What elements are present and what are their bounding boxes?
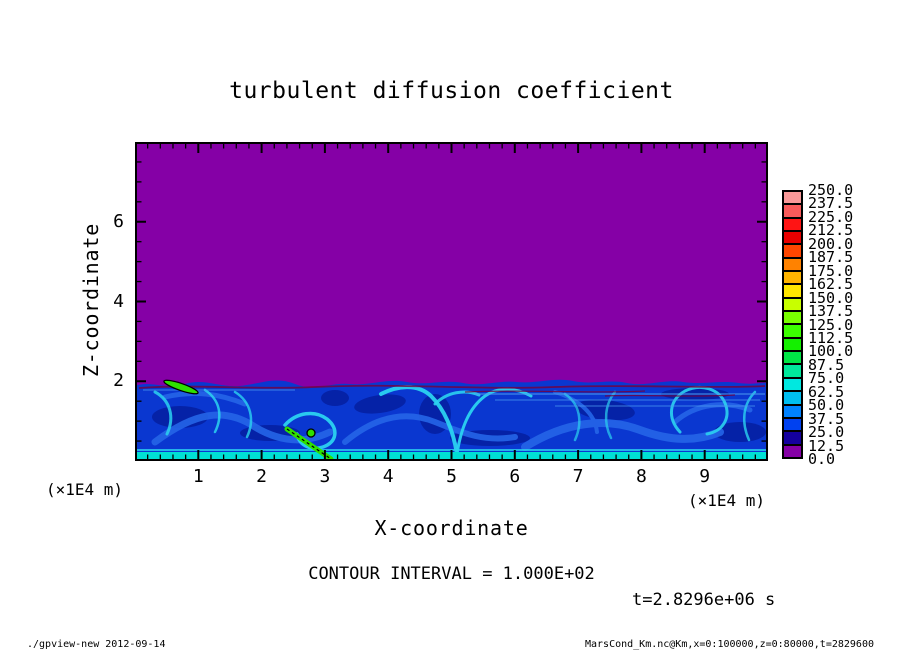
colorbar-cell [784,192,801,206]
colorbar-tick-label: 12.5 [808,436,845,455]
colorbar-cell [784,432,801,446]
colorbar-tick-label: 62.5 [808,382,845,401]
x-tick-label: 5 [446,466,457,487]
x-tick-label: 8 [635,466,647,487]
footer-dataset-text: MarsCond_Km.nc@Km,x=0:100000,z=0:80000,t… [585,639,874,650]
interface-striations [143,389,765,407]
high-value-green-spots [163,379,334,461]
chart-title: turbulent diffusion coefficient [229,78,674,104]
colorbar-cell [784,205,801,219]
colorbar-tick-label: 250.0 [808,181,854,199]
contour-interval-label: CONTOUR INTERVAL = 1.000E+02 [308,564,595,584]
colorbar [782,190,803,459]
x-tick-label: 4 [382,466,394,487]
colorbar-cell [784,338,801,353]
footer-command-text: ./gpview-new 2012-09-14 [27,639,166,650]
colorbar-tick-label: 100.0 [808,342,854,361]
x-tick-label: 7 [572,466,584,487]
colorbar-cell [784,378,801,393]
colorbar-cell [784,245,801,259]
x-tick-label: 2 [256,466,268,487]
colorbar-tick-label: 75.0 [808,369,845,388]
z-tick-label: 4 [113,290,124,312]
x-tick-label: 9 [699,466,711,487]
x-tick-label: 6 [509,466,521,487]
bright-plumes [153,385,757,456]
x-axis-label: X-coordinate [374,516,529,540]
contour-plot [135,142,768,461]
y-axis-units-label: (×1E4 m) [46,480,124,499]
x-tick-label: 3 [319,466,331,487]
colorbar-tick-label: 137.5 [808,302,854,321]
colorbar-cell [784,445,801,457]
x-tick-label: 1 [192,466,204,487]
colorbar-tick-label: 112.5 [808,328,854,347]
contour-line-100-wisps [138,384,766,397]
colorbar-tick-label: 0.0 [808,450,836,468]
colorbar-tick-label: 187.5 [808,248,854,267]
colorbar-tick-label: 37.5 [808,409,845,428]
colorbar-cell [784,392,801,406]
colorbar-cell [784,258,801,273]
colorbar-cell [784,298,801,313]
colorbar-tick-label: 150.0 [808,288,854,307]
colorbar-cell [784,285,801,299]
z-tick-label: 2 [113,370,124,392]
colorbar-cell [784,352,801,366]
plot-border [135,142,768,461]
colorbar-tick-label: 200.0 [808,234,854,253]
time-label: t=2.8296e+06 s [632,590,776,610]
z-tick-label: 6 [113,210,124,232]
colorbar-tick-label: 25.0 [808,423,845,442]
colorbar-tick-label: 237.5 [808,194,854,213]
colorbar-cell [784,365,801,379]
colorbar-cell [784,312,801,326]
colorbar-tick-label: 162.5 [808,275,854,294]
colorbar-tick-label: 87.5 [808,355,845,374]
colorbar-cell [784,218,801,233]
colorbar-cell [784,418,801,433]
colorbar-tick-label: 212.5 [808,221,854,240]
x-axis-units-label: (×1E4 m) [688,491,766,510]
colorbar-tick-label: 175.0 [808,261,854,280]
colorbar-cell [784,325,801,339]
colorbar-tick-label: 125.0 [808,315,854,334]
colorbar-cell [784,272,801,286]
colorbar-cell [784,405,801,419]
colorbar-tick-label: 225.0 [808,207,854,226]
colorbar-tick-label: 50.0 [808,396,845,415]
axis-ticks [137,144,766,459]
colorbar-cell [784,232,801,246]
